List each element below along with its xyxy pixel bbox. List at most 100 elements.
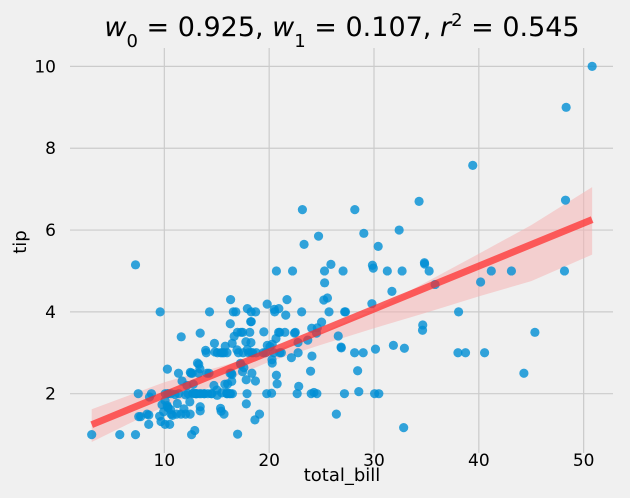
scatter-point [136,411,146,422]
y-tick-label: 2 [45,385,56,405]
scatter-point [297,204,307,215]
scatter-point [289,328,300,338]
x-tick-label: 40 [468,451,490,471]
scatter-point [162,364,172,374]
scatter-point [241,399,251,409]
scatter-point [246,317,256,327]
scatter-point [294,381,304,391]
confidence-band [91,187,593,442]
regression-line [90,216,594,428]
scatter-point [238,327,248,337]
fit-line-layer [90,216,594,428]
scatter-point [251,307,261,317]
scatter-point [324,307,334,317]
scatter-point [262,389,272,399]
scatter-point [155,307,165,317]
scatter-point [157,400,167,410]
scatter-point [353,366,363,376]
scatter-point [191,389,201,399]
scatter-point [281,310,291,320]
scatter-point [336,342,346,352]
scatter-point [130,260,141,270]
scatter-point [130,429,141,440]
scatter-point [561,102,571,112]
scatter-point [367,260,378,270]
scatter-point [305,366,316,376]
scatter-point [320,278,330,288]
title-w1-symbol: w [272,12,295,43]
scatter-point [530,327,540,337]
scatter-point [307,351,317,361]
scatter-point [420,259,430,269]
scatter-point [313,231,324,241]
confidence-band-layer [91,187,593,442]
scatter-point [172,398,182,409]
scatter-point [414,196,424,207]
x-tick-label: 10 [154,451,176,471]
scatter-point [476,277,486,287]
scatter-point [287,266,298,276]
scatter-point [185,397,195,407]
scatter-point [227,338,237,348]
scatter-point [293,348,303,358]
chart-title: w0 = 0.925, w1 = 0.107, r2 = 0.545 [104,10,579,52]
scatter-point [418,320,428,330]
scatter-point [519,368,529,378]
tick-labels: 10 20 30 40 50 2 4 6 8 10 [34,57,594,471]
x-tick-label: 20 [258,451,280,471]
y-tick-label: 10 [34,57,56,77]
y-tick-label: 4 [45,303,56,323]
scatter-point [217,388,227,398]
title-w0-subscript: 0 [126,31,137,52]
scatter-point [319,295,329,305]
scatter-point [270,307,280,317]
scatter-point [242,389,252,399]
scatter-point [340,307,351,317]
scatter-point [338,266,348,276]
scatter-point [167,410,178,420]
scatter-point [185,409,195,419]
scatter-point [316,317,327,327]
scatter-point [195,406,205,416]
scatter-point [245,327,255,337]
scatter-point [133,389,143,399]
scatter-point [195,328,205,338]
title-w1-subscript: 1 [294,31,305,52]
scatter-point [280,327,290,337]
scatter-point [424,266,434,276]
scatter-point [397,266,407,276]
scatter-point [186,429,197,440]
scatter-point [468,160,478,171]
scatter-point [209,380,219,391]
scatter-point [272,379,282,389]
scatter-point [160,419,170,429]
title-r-symbol: r [440,12,453,43]
scatter-point [187,368,197,378]
scatter-point [326,259,336,270]
x-axis-label: total_bill [304,465,381,486]
title-r-superscript: 2 [451,10,462,31]
scatter-point [262,299,272,309]
scatter-point [359,228,369,238]
scatter-point [229,331,239,342]
scatter-point [194,359,204,369]
x-tick-label: 50 [573,451,595,471]
scatter-point [246,337,256,348]
scatter-point [241,375,251,385]
scatter-point [453,307,464,317]
scatter-point [333,331,343,341]
scatter-point [204,307,215,317]
scatter-point [297,307,307,317]
title-w1-value: = 0.107, [306,12,440,43]
y-tick-label: 8 [45,139,56,159]
scatter-point [486,266,496,276]
scatter-point [331,409,341,419]
scatter-point [201,348,211,358]
scatter-point [225,294,236,305]
scatter-point [259,327,269,337]
scatter-point [373,241,383,252]
scatter-point [460,348,471,358]
scatter-point [219,409,229,419]
scatter-point [282,294,292,305]
